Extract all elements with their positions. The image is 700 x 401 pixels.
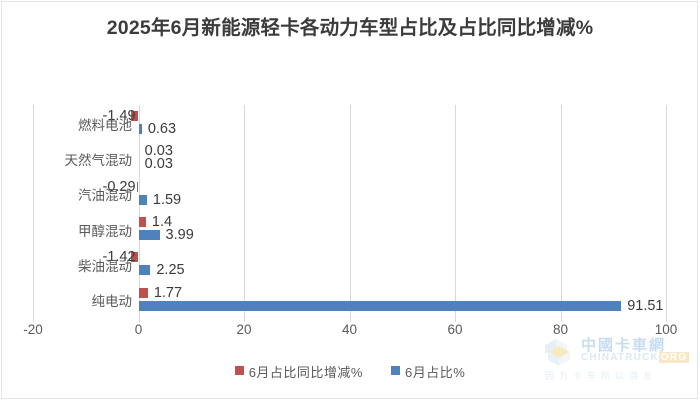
legend-item-0[interactable]: 6月占比同比增减% <box>234 362 363 381</box>
bar-share-0[interactable] <box>138 124 142 134</box>
bar-increase-5[interactable] <box>138 287 148 298</box>
gridline-0 <box>138 105 140 317</box>
x-tick-label-60: 60 <box>447 322 463 337</box>
y-axis-label-3: 甲醇混动 <box>78 223 132 239</box>
legend-label-0: 6月占比同比增减% <box>248 365 363 380</box>
x-tick-label-80: 80 <box>552 322 569 337</box>
y-axis-category-labels: 燃料电池天然气混动汽油混动甲醇混动柴油混动纯电动 <box>0 105 133 317</box>
x-tick-mark-40 <box>349 317 351 322</box>
bar-share-4[interactable] <box>138 265 151 276</box>
gridline-60 <box>455 105 456 317</box>
gridline-80 <box>560 105 562 317</box>
data-label-share-1: 0.03 <box>144 156 173 173</box>
y-axis-label-1: 天然气混动 <box>64 153 133 168</box>
x-tick-label-100: 100 <box>654 322 678 337</box>
x-tick-mark-0 <box>138 317 140 322</box>
bar-share-2[interactable] <box>138 194 147 205</box>
watermark-cn-name: 中國卡車網 <box>581 337 667 354</box>
x-tick-label-20: 20 <box>236 322 252 337</box>
y-axis-label-4: 柴油混动 <box>78 259 132 274</box>
y-axis-label-0: 燃料电池 <box>78 117 132 133</box>
bar-share-5[interactable] <box>138 300 622 311</box>
data-label-share-2: 1.59 <box>152 191 182 208</box>
chart-title: 2025年6月新能源轻卡各动力车型占比及占比同比增减% <box>106 17 594 39</box>
bar-increase-0[interactable] <box>130 111 139 121</box>
legend-label-1: 6月占比% <box>405 365 466 380</box>
bar-share-3[interactable] <box>138 230 160 240</box>
y-axis-label-5: 纯电动 <box>91 294 133 310</box>
data-label-increase-0: -1.49 <box>102 108 136 124</box>
plot-area: -1.49 0.03 -0.29 1.4 -1.42 1.77 0.63 0.03 1.59 3.… <box>33 105 667 317</box>
y-axis-label-2: 汽油混动 <box>78 188 132 204</box>
data-label-increase-3: 1.4 <box>151 214 173 230</box>
x-tick-label-0: 0 <box>134 322 143 337</box>
x-tick-mark-100 <box>666 317 667 322</box>
data-label-share-4: 2.25 <box>156 262 185 279</box>
data-label-share-0: 0.63 <box>147 121 177 137</box>
bar-increase-3[interactable] <box>138 217 146 227</box>
legend-swatch-icon-0 <box>234 366 244 375</box>
legend-item-1[interactable]: 6月占比% <box>391 362 465 381</box>
x-tick-mark-60 <box>455 317 456 322</box>
bar-increase-4[interactable] <box>131 252 139 263</box>
gridline--20 <box>33 105 34 317</box>
gridline-40 <box>349 105 351 317</box>
bar-increase-2[interactable] <box>136 181 139 192</box>
data-label-increase-1: 0.03 <box>144 143 173 160</box>
x-tick-mark--20 <box>33 317 34 322</box>
x-tick-mark-80 <box>560 317 562 322</box>
data-label-share-5: 91.51 <box>627 297 664 314</box>
x-tick-mark-20 <box>244 317 245 322</box>
x-tick-label-40: 40 <box>341 322 358 337</box>
gridline-100 <box>666 105 667 317</box>
x-tick-label--20: -20 <box>23 322 43 337</box>
chart-legend: 6月占比同比增减% 6月占比% <box>0 362 700 381</box>
data-label-increase-5: 1.77 <box>153 284 183 301</box>
data-label-share-3: 3.99 <box>165 227 194 243</box>
gridline-20 <box>244 105 245 317</box>
legend-swatch-icon-1 <box>391 366 400 375</box>
data-label-increase-2: -0.29 <box>102 178 136 195</box>
data-label-increase-4: -1.42 <box>102 249 136 266</box>
